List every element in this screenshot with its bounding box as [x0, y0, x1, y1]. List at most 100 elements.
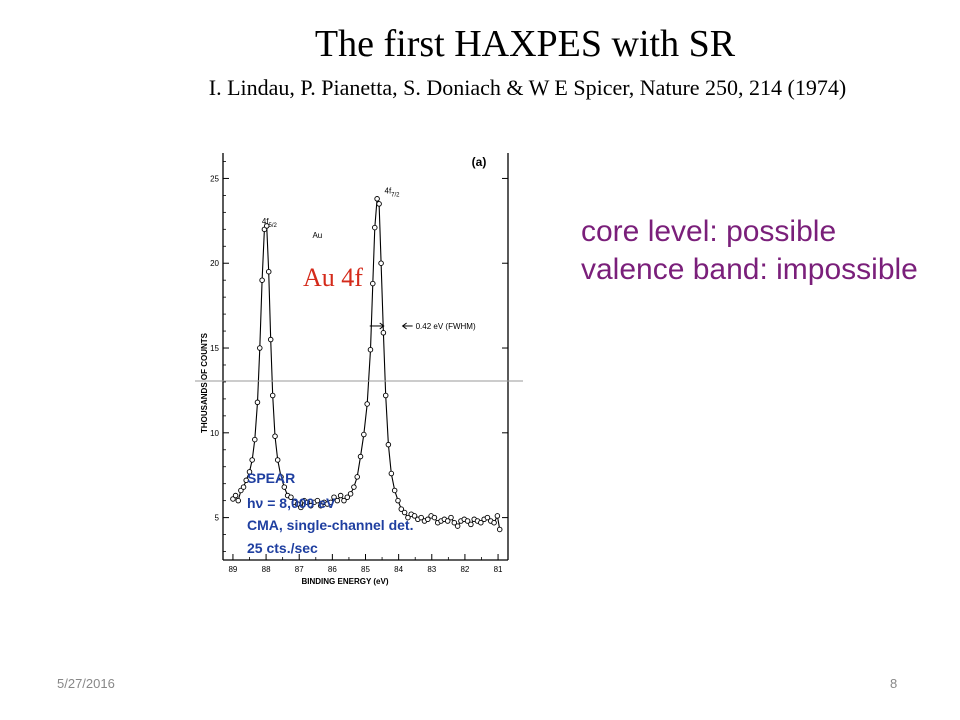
note-valence-band: valence band: impossible [581, 253, 918, 286]
data-point [444, 518, 451, 524]
data-point [334, 497, 341, 504]
data-point [388, 470, 395, 477]
data-point [278, 474, 284, 480]
x-tick-label: 86 [328, 565, 337, 574]
legend-line-analyzer: CMA, single-channel det. [247, 517, 413, 533]
data-point [304, 499, 311, 506]
data-point [431, 514, 438, 521]
note-core-level: core level: possible [581, 215, 837, 248]
data-point [418, 514, 424, 521]
data-point [395, 497, 401, 504]
fwhm-annotation: 0.42 eV (FWHM) [369, 322, 476, 331]
data-point [347, 491, 354, 497]
data-point [374, 196, 380, 202]
data-point [252, 436, 258, 443]
data-point [318, 502, 324, 509]
data-point [281, 484, 288, 490]
y-tick-label: 15 [210, 344, 219, 353]
y-ticks: 5 10 15 20 25 [210, 161, 508, 552]
x-tick-label: 82 [460, 565, 469, 574]
fwhm-label: 0.42 eV (FWHM) [416, 322, 476, 331]
data-point [361, 431, 367, 438]
data-point [391, 487, 398, 494]
data-point [269, 392, 276, 399]
data-point [308, 502, 314, 509]
au-4f-label: Au 4f [303, 263, 363, 292]
data-point [259, 277, 265, 283]
element-label: Au [312, 231, 322, 240]
data-point [240, 484, 247, 490]
data-point [484, 514, 491, 521]
data-point [263, 223, 270, 229]
data-point [378, 260, 384, 266]
data-point [464, 518, 471, 524]
x-tick-label: 88 [262, 565, 271, 574]
y-tick-label: 25 [210, 174, 219, 183]
data-point [344, 494, 351, 501]
data-point [364, 401, 370, 407]
x-tick-label: 81 [494, 565, 503, 574]
data-point [451, 519, 458, 526]
data-point [357, 453, 364, 460]
data-point [341, 497, 347, 504]
data-point [468, 521, 474, 528]
data-point [327, 499, 334, 506]
data-point [448, 514, 454, 521]
data-point [425, 516, 431, 523]
peak-label-main: 4f [385, 187, 392, 196]
data-point [246, 469, 253, 475]
chart-annotations: (a) Au 4f5/2 4f7/2 0.42 eV (FWHM) Au 4f [175, 155, 523, 382]
y-tick-label: 5 [215, 514, 220, 523]
data-point [494, 513, 501, 519]
data-point [272, 433, 278, 439]
data-point [337, 492, 344, 499]
data-point [267, 336, 274, 343]
panel-label: (a) [472, 155, 487, 169]
data-point [411, 513, 418, 519]
legend-line-rate: 25 cts./sec [247, 540, 318, 556]
citation: I. Lindau, P. Pianetta, S. Doniach & W E… [208, 75, 847, 100]
data-point [265, 268, 272, 275]
peak-label-sub: 5/2 [269, 223, 278, 229]
svg-text:4f7/2: 4f7/2 [385, 187, 401, 199]
data-point [232, 492, 239, 499]
y-axis-label: THOUSANDS OF COUNTS [200, 332, 209, 433]
footer-date: 5/27/2016 [57, 676, 115, 691]
x-tick-label: 84 [394, 565, 403, 574]
x-tick-label: 87 [295, 565, 304, 574]
data-point [235, 497, 241, 504]
data-point [382, 392, 389, 399]
observation-note: core level: possible valence band: impos… [581, 213, 918, 289]
data-point [288, 494, 294, 501]
data-point [401, 509, 408, 516]
data-point [372, 224, 378, 231]
fwhm-arrowhead-right [401, 322, 407, 330]
data-point [385, 441, 392, 448]
data-point [478, 519, 484, 526]
data-point [274, 457, 281, 463]
experiment-legend: SPEAR hν = 8,000 eV CMA, single-channel … [247, 470, 413, 556]
data-point [298, 504, 304, 511]
data-point [314, 497, 321, 504]
x-axis-label: BINDING ENERGY (eV) [302, 577, 389, 586]
y-tick-label: 10 [210, 429, 219, 438]
spectrum-figure: 5 10 15 20 25 89 88 87 86 85 84 83 82 81 (a) Au 4f5/… [175, 148, 525, 595]
svg-text:4f5/2: 4f5/2 [262, 217, 278, 229]
data-point [367, 346, 374, 353]
fwhm-arrowhead-left [379, 322, 385, 330]
slide-title: The first HAXPES with SR [314, 23, 736, 65]
data-point [491, 519, 497, 526]
x-tick-label: 83 [427, 565, 436, 574]
data-point [351, 484, 357, 490]
data-point [370, 280, 376, 287]
peak-label-4f52: 4f5/2 [262, 217, 278, 229]
data-point [454, 523, 461, 529]
x-ticks: 89 88 87 86 85 84 83 82 81 [228, 554, 503, 574]
data-point [257, 345, 263, 351]
data-point [249, 457, 255, 463]
peak-label-4f72: 4f7/2 [385, 187, 401, 199]
data-point [294, 501, 301, 507]
data-point [496, 526, 503, 533]
data-point [405, 514, 411, 521]
